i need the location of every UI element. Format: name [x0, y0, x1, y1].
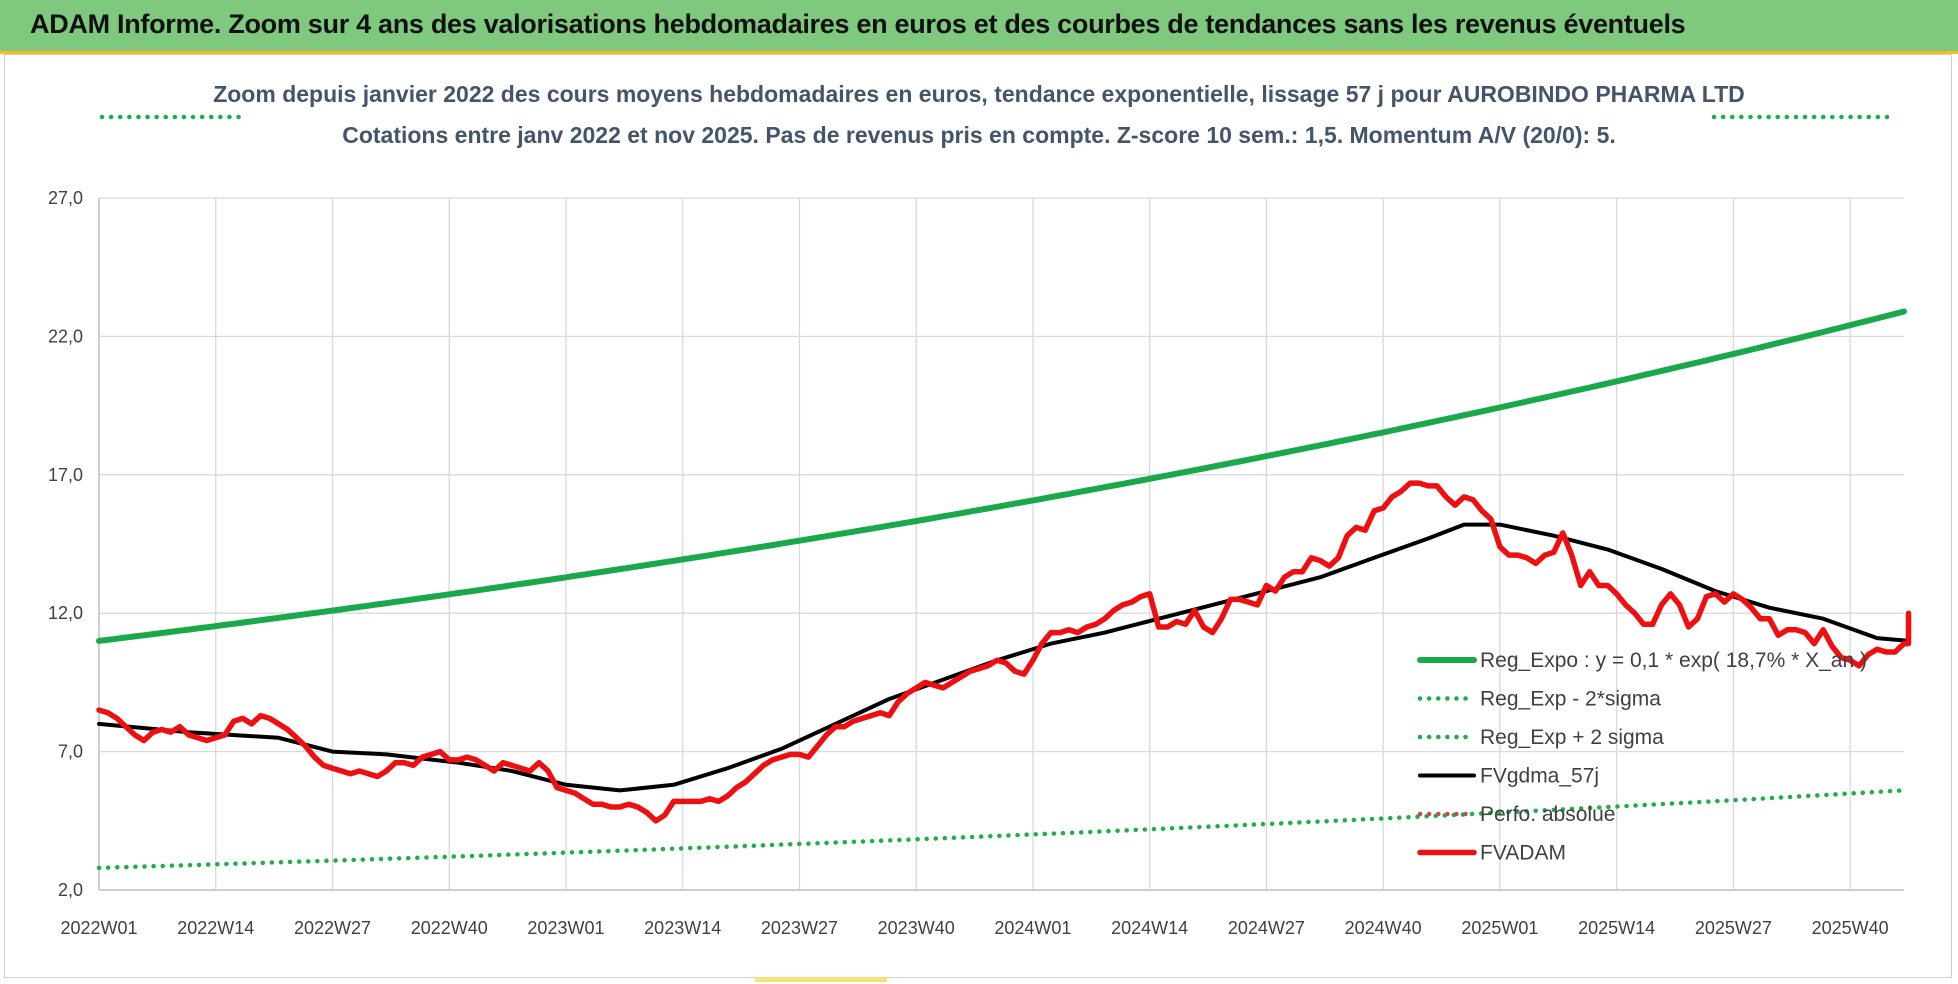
y-tick-label: 27,0 [48, 188, 83, 208]
legend-label: FVADAM [1480, 842, 1566, 865]
series-reg-expo [96, 308, 1907, 644]
x-tick-label: 2025W40 [1812, 918, 1889, 938]
x-tick-label: 2022W27 [294, 918, 371, 938]
banner-title: ADAM Informe. Zoom sur 4 ans des valoris… [30, 9, 1686, 39]
x-tick-label: 2023W14 [644, 918, 721, 938]
series-fvadam [96, 480, 1912, 824]
y-tick-label: 17,0 [48, 465, 83, 485]
x-tick-label: 2023W01 [527, 918, 604, 938]
y-tick-label: 22,0 [48, 326, 83, 346]
x-tick-label: 2025W14 [1578, 918, 1655, 938]
legend-label: FVgdma_57j [1480, 765, 1599, 788]
x-tick-label: 2024W14 [1111, 918, 1188, 938]
grid-lines [98, 197, 1904, 891]
y-tick-label: 7,0 [58, 742, 83, 762]
legend-label: Perfo. absolue [1480, 803, 1615, 826]
y-tick-label: 2,0 [58, 880, 83, 900]
chart-frame [4, 54, 1952, 978]
bottom-accent-bar [755, 977, 887, 982]
x-tick-label: 2023W27 [761, 918, 838, 938]
x-tick-label: 2024W27 [1228, 918, 1305, 938]
y-axis: 2,0 7,0 12,0 17,0 22,0 27,0 [48, 188, 83, 900]
y-tick-label: 12,0 [48, 603, 83, 623]
x-tick-label: 2022W14 [177, 918, 254, 938]
x-axis: 2022W01 2022W14 2022W27 2022W40 2023W01 2023W… [60, 918, 1888, 938]
chart-title-line-1: Zoom depuis janvier 2022 des cours moyen… [213, 81, 1745, 107]
legend-label: Reg_Exp + 2 sigma [1480, 726, 1664, 749]
report-banner: ADAM Informe. Zoom sur 4 ans des valoris… [0, 0, 1958, 54]
legend-label: Reg_Exp - 2*sigma [1480, 688, 1661, 711]
legend-label: Reg_Expo : y = 0,1 * exp( 18,7% * X_an ) [1480, 649, 1867, 672]
x-tick-label: 2024W40 [1345, 918, 1422, 938]
legend: Reg_Expo : y = 0,1 * exp( 18,7% * X_an )… [1417, 649, 1867, 865]
chart-title-line-2: Cotations entre janv 2022 et nov 2025. P… [342, 122, 1616, 148]
series-layer [96, 114, 1912, 871]
x-tick-label: 2023W40 [878, 918, 955, 938]
x-tick-label: 2025W01 [1461, 918, 1538, 938]
x-tick-label: 2022W40 [411, 918, 488, 938]
x-tick-label: 2025W27 [1695, 918, 1772, 938]
x-tick-label: 2022W01 [60, 918, 137, 938]
x-tick-label: 2024W01 [994, 918, 1071, 938]
series-reg-exp-minus-2sigma [96, 788, 1907, 871]
